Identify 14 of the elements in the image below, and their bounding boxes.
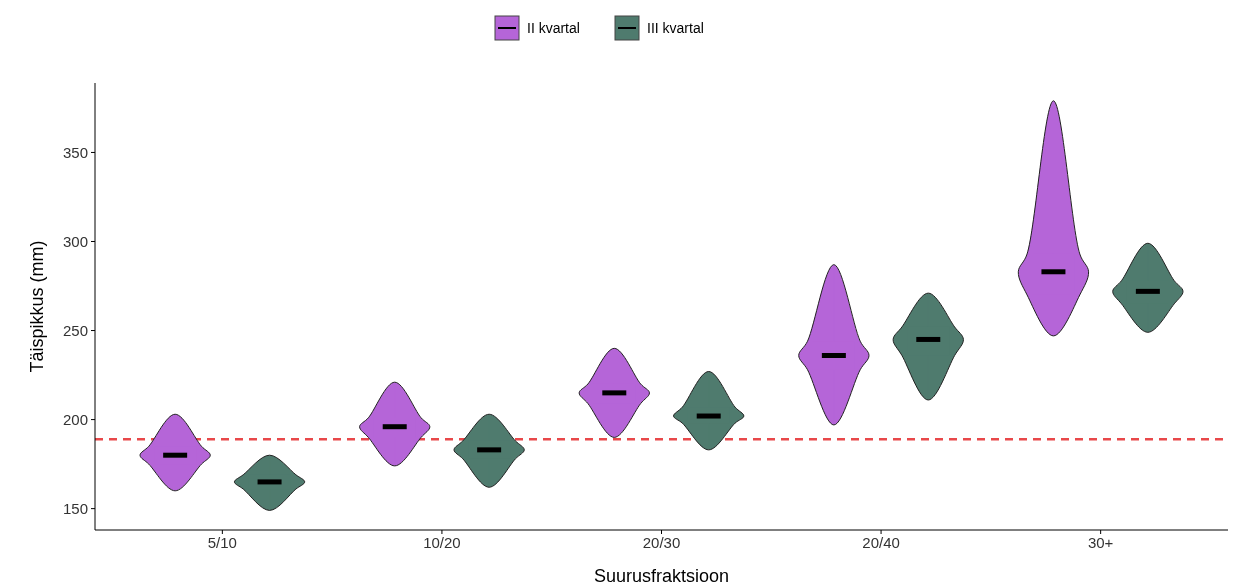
x-axis-title: Suurusfraktsioon <box>593 566 730 586</box>
legend-label: II kvartal <box>527 19 580 36</box>
x-tick-label: 5/10 <box>207 534 237 551</box>
y-axis-title: Täispikkus (mm) <box>27 240 47 373</box>
x-tick-label: 10/20 <box>423 534 461 551</box>
y-tick-label: 200 <box>62 410 88 428</box>
y-tick-label: 350 <box>62 143 88 161</box>
x-tick-label: 20/40 <box>862 534 900 551</box>
y-tick-label: 300 <box>62 232 88 250</box>
y-tick-label: 150 <box>62 499 88 517</box>
legend-label: III kvartal <box>647 19 704 36</box>
x-tick-label: 20/30 <box>642 534 681 551</box>
y-tick-label: 250 <box>62 321 88 339</box>
x-tick-label: 30+ <box>1087 534 1114 551</box>
